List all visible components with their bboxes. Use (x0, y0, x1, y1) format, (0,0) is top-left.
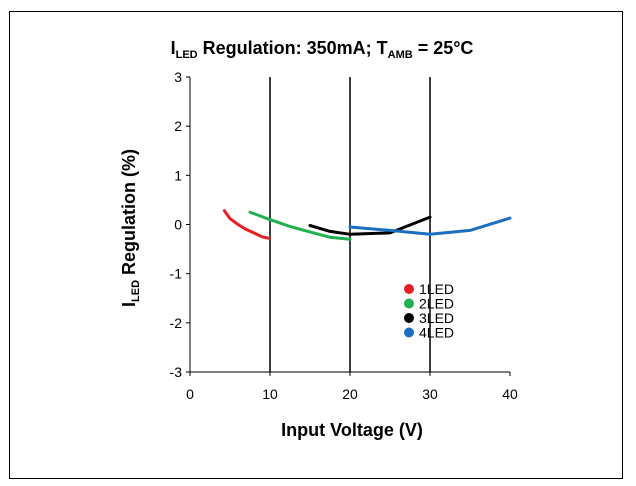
legend-label-3led: 3LED (419, 310, 454, 326)
chart-title: ILED Regulation: 350mA; TAMB = 25°C (171, 38, 474, 61)
series-line-3led (308, 215, 432, 236)
legend-marker-1led (404, 284, 414, 294)
y-axis-title: ILED Regulation (%) (119, 149, 142, 307)
series-line-1led (222, 209, 271, 240)
x-tick-label: 40 (502, 386, 518, 402)
x-tick-label: 30 (422, 386, 438, 402)
y-tick-label: 3 (174, 69, 182, 85)
legend-label-4led: 4LED (419, 325, 454, 341)
y-tick-label: 2 (174, 118, 182, 134)
x-tick-label: 0 (186, 386, 194, 402)
y-tick-label: -3 (170, 364, 183, 380)
chart-frame (9, 11, 623, 479)
x-tick-label: 10 (262, 386, 278, 402)
series-line-4led (348, 216, 512, 236)
x-axis-title: Input Voltage (V) (281, 420, 423, 440)
x-tick-label: 20 (342, 386, 358, 402)
legend-marker-4led (404, 327, 414, 338)
y-tick-label: -1 (170, 266, 183, 282)
legend-marker-3led (404, 313, 414, 323)
series-line-2led (248, 210, 352, 241)
y-tick-label: 1 (174, 167, 182, 183)
legend-marker-2led (404, 298, 414, 309)
legend-label-1led: 1LED (419, 281, 454, 297)
y-tick-label: -2 (170, 315, 183, 331)
legend-label-2led: 2LED (419, 296, 454, 312)
y-tick-label: 0 (174, 217, 182, 233)
